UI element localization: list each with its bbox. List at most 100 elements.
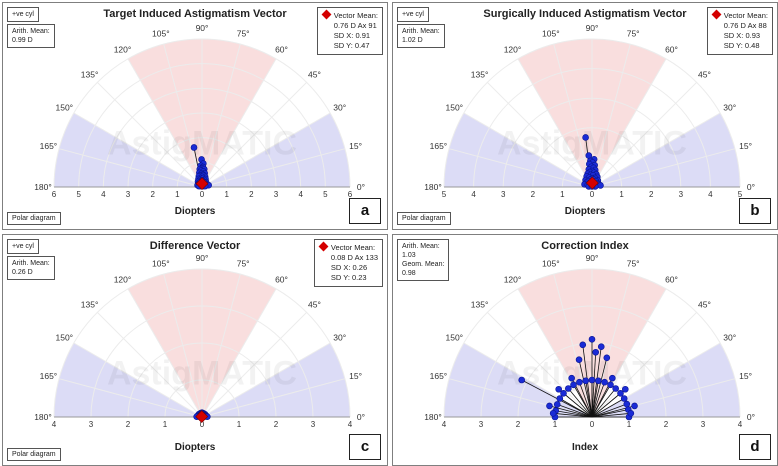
data-point — [579, 341, 587, 349]
legend-line: 0.76 D Ax 91 — [333, 21, 377, 30]
chart-title: Surgically Induced Astigmatism Vector — [483, 8, 687, 20]
angle-label: 105° — [542, 258, 560, 268]
angle-label: 15° — [349, 141, 362, 151]
grid-spoke — [486, 311, 593, 418]
angle-label: 15° — [349, 371, 362, 381]
legend-line: SD X: 0.91 — [333, 31, 371, 40]
grid-spoke — [163, 273, 203, 418]
mean-line: 0.26 D — [12, 269, 33, 276]
legend-box: Vector Mean: 0.76 D Ax 88 SD X: 0.93 SD … — [706, 7, 773, 55]
angle-label: 0° — [357, 182, 365, 192]
radial-tick-label: 1 — [224, 190, 229, 199]
radial-tick-label: 4 — [348, 420, 353, 429]
grid-spoke — [201, 273, 241, 418]
angle-label: 150° — [56, 333, 74, 343]
chart-title: Correction Index — [541, 240, 629, 252]
angle-label: 105° — [542, 28, 560, 38]
watermark: AstigMATIC — [497, 124, 687, 162]
x-axis-label: Index — [571, 442, 599, 453]
radial-tick-label: 4 — [298, 190, 303, 199]
grid-spoke — [591, 81, 698, 188]
angle-label: 120° — [504, 44, 522, 54]
angle-label: 135° — [81, 300, 99, 310]
mean-box: Arith. Mean: 1.02 D — [397, 24, 445, 48]
mean-line: Arith. Mean: — [12, 28, 50, 35]
grid-spoke — [127, 58, 203, 188]
grid-spoke — [201, 288, 277, 418]
data-point — [588, 376, 596, 384]
radial-tick-label: 5 — [76, 190, 81, 199]
vector-mean-marker — [195, 410, 209, 424]
grid-spoke — [201, 112, 331, 188]
grid-spoke — [201, 311, 308, 418]
grid-spoke — [201, 148, 346, 188]
legend-line: SD X: 0.93 — [723, 31, 761, 40]
angle-label: 150° — [446, 103, 464, 113]
angle-label: 180° — [424, 412, 442, 422]
grid-spoke — [553, 43, 593, 188]
grid-spoke — [96, 311, 203, 418]
radial-tick-label: 3 — [701, 420, 706, 429]
x-axis-label: Diopters — [174, 442, 216, 453]
data-point — [601, 378, 608, 386]
data-spoke — [555, 410, 593, 418]
vector-mean-marker — [585, 176, 599, 190]
radial-tick-label: 5 — [738, 190, 743, 199]
data-point — [576, 378, 583, 386]
watermark: AstigMATIC — [107, 124, 297, 162]
legend-line: SD Y: 0.47 — [333, 41, 370, 50]
panel-dv: AstigMATIC 0° 15° 30° 45° 60° 75° 90° 105° 120° 13… — [2, 234, 388, 466]
data-spoke — [579, 382, 593, 418]
data-spoke — [591, 412, 631, 418]
data-point — [622, 385, 629, 393]
radial-tick-label: 6 — [348, 190, 353, 199]
polar-diagram-button[interactable]: Polar diagram — [7, 212, 61, 225]
polar-diagram-button[interactable]: Polar diagram — [397, 212, 451, 225]
angle-label: 75° — [627, 28, 640, 38]
angle-label: 60° — [665, 274, 678, 284]
grid-spoke — [201, 342, 331, 418]
radial-tick-label: 4 — [101, 190, 106, 199]
sector-150-180 — [54, 343, 202, 417]
radial-tick-label: 3 — [89, 420, 94, 429]
angle-label: 45° — [698, 70, 711, 80]
radial-tick-label: 2 — [516, 420, 521, 429]
mean-line: 1.03 — [402, 252, 416, 259]
data-point — [620, 395, 628, 402]
polar-diagram-button[interactable]: Polar diagram — [7, 448, 61, 461]
grid-spoke — [591, 148, 736, 188]
mean-line: 0.99 D — [12, 37, 33, 44]
data-point — [546, 402, 553, 410]
radial-tick-label: 2 — [664, 420, 669, 429]
radial-tick-label: 1 — [163, 420, 168, 429]
data-point — [565, 385, 572, 392]
data-spoke — [557, 404, 593, 418]
radial-tick-label: 3 — [679, 190, 684, 199]
grid-spoke — [201, 378, 346, 418]
data-point — [556, 395, 564, 402]
radial-tick-label: 4 — [738, 420, 743, 429]
polar-plot-a: AstigMATIC0°15°30°45°60°75°90°105°120°13… — [34, 23, 365, 199]
panel-ci: AstigMATIC0°15°30°45°60°75°90°105°120°13… — [392, 234, 778, 466]
sector-0-30 — [592, 343, 740, 417]
angle-label: 45° — [308, 300, 321, 310]
angle-label: 120° — [504, 274, 522, 284]
data-point — [582, 377, 590, 385]
radial-tick-label: 1 — [237, 420, 242, 429]
grid-spoke — [127, 288, 203, 418]
legend-line: SD X: 0.26 — [330, 263, 368, 272]
data-point — [603, 354, 611, 362]
legend-line: SD Y: 0.23 — [330, 273, 367, 282]
legend-box: Vector Mean: 0.76 D Ax 91 SD X: 0.91 SD … — [316, 7, 383, 55]
angle-label: 90° — [586, 253, 599, 263]
radial-tick-label: 1 — [619, 190, 624, 199]
legend-line: SD Y: 0.48 — [723, 41, 760, 50]
data-spoke — [578, 359, 593, 418]
angle-label: 60° — [275, 44, 288, 54]
angle-label: 60° — [665, 44, 678, 54]
grid-spoke — [73, 112, 203, 188]
sector-0-30 — [202, 113, 350, 187]
angle-label: 150° — [56, 103, 74, 113]
grid-spoke — [463, 112, 593, 188]
radial-tick-label: 2 — [150, 190, 155, 199]
